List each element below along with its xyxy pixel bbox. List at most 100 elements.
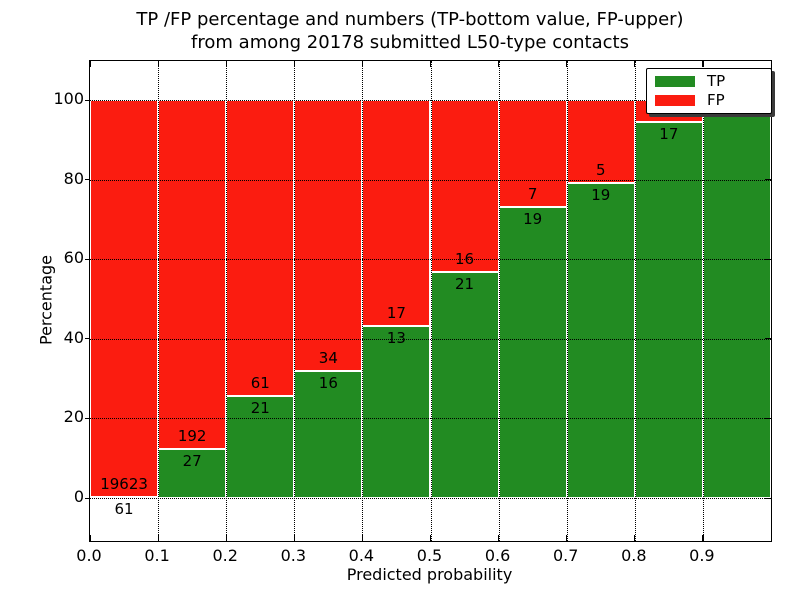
gridline-x <box>158 61 160 541</box>
bar-segment-fp <box>362 100 431 326</box>
gridline-x <box>226 61 228 541</box>
bar-segment-tp <box>498 207 567 498</box>
x-tick <box>702 535 704 541</box>
bar-segment-tp <box>294 370 363 498</box>
y-tick <box>765 338 771 340</box>
y-tick-label: 80 <box>63 168 84 188</box>
gridline-x <box>430 61 432 541</box>
y-tick-label: 60 <box>63 248 84 268</box>
y-tick-label: 40 <box>63 327 84 347</box>
x-tick <box>634 535 636 541</box>
gridline-x <box>294 61 296 541</box>
x-tick-label: 0.5 <box>416 546 443 565</box>
y-tick <box>85 417 90 420</box>
bar-label-tp: 61 <box>114 499 134 518</box>
y-tick-label: 100 <box>53 89 84 108</box>
y-tick <box>85 258 90 260</box>
legend-label-fp: FP <box>707 91 725 109</box>
bar-label-fp: 17 <box>386 303 406 322</box>
bar-segment-fp <box>294 100 363 371</box>
legend-item-fp: FP <box>647 93 771 108</box>
bar-segment-tp <box>634 122 703 498</box>
legend-swatch-tp-icon <box>655 76 695 87</box>
y-tick <box>85 338 90 340</box>
gridline-x <box>498 61 500 541</box>
x-tick-label: 0.1 <box>144 546 170 565</box>
legend-label-tp: TP <box>707 72 726 90</box>
bar-label-fp: 61 <box>250 374 270 393</box>
x-tick <box>498 535 500 541</box>
y-tick <box>765 179 771 181</box>
y-tick <box>85 179 90 181</box>
bar-label-fp: 19623 <box>100 474 148 493</box>
chart-title-line2: from among 20178 submitted L50-type cont… <box>191 32 629 53</box>
x-tick-label: 0.8 <box>621 546 647 565</box>
y-tick <box>765 417 771 420</box>
y-tick <box>765 258 771 260</box>
x-tick-label: 0.9 <box>689 546 715 565</box>
bar-label-tp: 13 <box>386 328 406 347</box>
gridline-x <box>702 61 704 541</box>
bar-label-tp: 17 <box>659 125 679 144</box>
x-tick <box>361 535 364 541</box>
x-tick <box>157 61 159 67</box>
x-tick-label: 0.6 <box>484 546 511 565</box>
x-tick <box>498 61 500 67</box>
bar-label-tp: 16 <box>318 373 338 392</box>
x-tick <box>702 61 704 67</box>
y-tick <box>85 99 90 101</box>
gridline-x <box>634 61 636 541</box>
legend-swatch-fp-icon <box>655 95 695 106</box>
x-tick-label: 0.0 <box>76 546 102 565</box>
bar-segment-tp <box>566 182 635 498</box>
x-tick <box>157 535 159 541</box>
x-axis-label: Predicted probability <box>346 565 513 584</box>
gridline-x <box>362 61 364 541</box>
chart-title-line1: TP /FP percentage and numbers (TP-bottom… <box>136 9 684 30</box>
bar-segment-tp <box>362 325 431 498</box>
x-tick <box>89 535 91 541</box>
x-tick <box>566 535 568 541</box>
bar-segment-fp <box>158 100 227 449</box>
x-tick <box>430 61 432 67</box>
x-tick <box>566 61 568 67</box>
bar-label-fp: 192 <box>177 426 207 445</box>
bar-label-fp: 7 <box>527 185 538 204</box>
y-tick-label: 0 <box>73 487 84 506</box>
y-tick-label: 20 <box>63 407 84 427</box>
x-tick <box>430 535 432 541</box>
bar-label-fp: 16 <box>455 250 475 269</box>
x-tick-label: 0.2 <box>212 546 238 565</box>
x-tick <box>89 61 91 67</box>
bar-segment-tp <box>702 100 771 498</box>
bar-segment-tp <box>430 272 499 498</box>
x-tick <box>361 61 364 67</box>
bar-segment-fp <box>430 100 499 273</box>
legend-item-tp: TP <box>647 74 771 89</box>
x-tick <box>293 535 295 541</box>
y-tick <box>765 497 771 499</box>
legend: TP FP <box>646 68 772 114</box>
x-tick-label: 0.4 <box>348 546 375 565</box>
x-tick <box>293 61 295 67</box>
x-tick <box>225 535 227 541</box>
bar-label-tp: 21 <box>455 275 475 294</box>
x-tick <box>225 61 227 67</box>
bar-label-tp: 27 <box>182 451 202 470</box>
bar-segment-tp <box>158 448 227 498</box>
bar-label-tp: 21 <box>250 399 270 418</box>
bar-label-tp: 19 <box>591 185 611 204</box>
x-tick-label: 0.3 <box>280 546 307 565</box>
bar-segment-fp <box>498 100 567 208</box>
bar-label-fp: 34 <box>318 348 338 367</box>
bar-label-fp: 5 <box>595 160 606 179</box>
bar-segment-fp <box>226 100 295 397</box>
chart-title: TP /FP percentage and numbers (TP-bottom… <box>60 8 760 54</box>
x-tick <box>634 61 636 67</box>
y-tick <box>85 497 90 499</box>
x-tick-label: 0.7 <box>552 546 579 565</box>
bar-label-tp: 19 <box>523 210 543 229</box>
bar-segment-fp <box>90 100 159 497</box>
plot-area: 196236119227612134161713162171951911708 <box>85 60 772 542</box>
